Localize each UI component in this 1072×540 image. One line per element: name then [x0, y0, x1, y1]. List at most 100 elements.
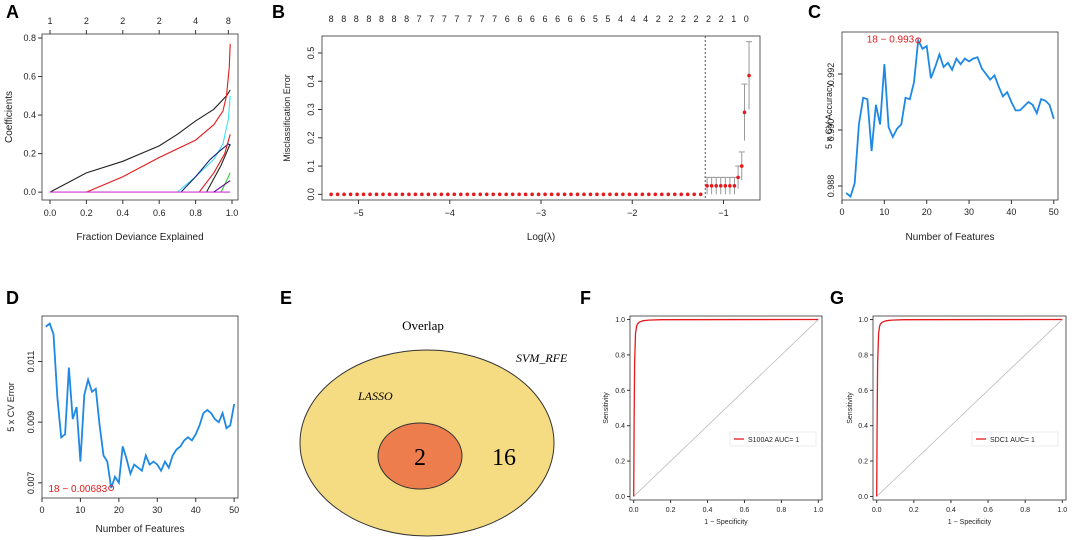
y-tick-label: 0.8 [858, 352, 868, 359]
y-tick-label: 0.3 [306, 103, 316, 116]
top-df-label: 8 [354, 14, 359, 24]
x-tick-label: 1.0 [1057, 507, 1067, 514]
error-point [601, 192, 606, 197]
top-df-label: 1 [731, 14, 736, 24]
best-point-annotation: 18 − 0.993 [867, 34, 915, 45]
top-tick-label: 4 [193, 16, 198, 26]
x-tick-label: −2 [627, 208, 637, 218]
y-tick-label: 0.0 [306, 188, 316, 201]
y-tick-label: 0.009 [26, 411, 36, 434]
venn-inner-count: 2 [414, 445, 426, 471]
top-df-label: 8 [392, 14, 397, 24]
cv-line [45, 322, 236, 489]
y-axis-label: Coefficients [4, 91, 15, 143]
panel-letter-e: E [280, 288, 292, 308]
top-df-label: 8 [329, 14, 334, 24]
top-df-label: 5 [593, 14, 598, 24]
error-point [634, 192, 638, 197]
error-point [335, 192, 340, 197]
error-point [679, 192, 684, 197]
error-point [420, 192, 424, 197]
plot-frame [41, 315, 239, 499]
top-df-label: 7 [454, 14, 459, 24]
top-tick-label: 1 [47, 16, 52, 26]
x-tick-label: 0.6 [983, 507, 993, 514]
error-point [595, 192, 599, 197]
error-point [517, 192, 521, 197]
error-point [329, 192, 333, 197]
coef-line-black [49, 89, 231, 193]
x-tick-label: 20 [922, 207, 932, 217]
error-point [433, 192, 437, 197]
x-tick-label: 0.8 [189, 208, 202, 218]
error-point [621, 192, 625, 197]
top-df-label: 6 [580, 14, 585, 24]
error-point [569, 192, 573, 197]
plot-frame [872, 315, 1067, 501]
legend-label: SDC1 AUC= 1 [990, 437, 1035, 444]
error-point [530, 192, 534, 197]
top-df-label: 7 [429, 14, 434, 24]
error-point [647, 192, 651, 197]
x-tick-label: −1 [718, 208, 728, 218]
error-point [723, 184, 728, 188]
error-point [452, 192, 457, 197]
error-point [426, 192, 431, 197]
x-tick-label: 40 [1006, 207, 1016, 217]
error-point [413, 192, 418, 197]
coef-line-red2 [198, 134, 231, 193]
y-tick-label: 0.2 [306, 132, 316, 145]
coef-line-black2 [206, 143, 231, 193]
y-tick-label: 0.6 [23, 72, 36, 82]
error-point [471, 192, 476, 197]
x-tick-label: 0.0 [44, 208, 57, 218]
x-tick-label: 30 [152, 505, 162, 515]
coef-line-cyan [177, 95, 231, 193]
error-point [523, 192, 528, 197]
error-point [714, 184, 718, 188]
error-point [614, 192, 619, 197]
y-tick-label: 0.990 [826, 119, 836, 142]
y-tick-label: 0.007 [26, 472, 36, 495]
error-point [342, 192, 346, 197]
error-point [491, 192, 496, 197]
plot-frame [841, 31, 1059, 201]
x-tick-label: −4 [445, 208, 455, 218]
top-df-label: 7 [467, 14, 472, 24]
error-point [497, 192, 502, 197]
top-df-label: 8 [379, 14, 384, 24]
error-point [736, 175, 740, 180]
panel-letter-d: D [6, 288, 19, 308]
x-tick-label: 0.8 [777, 507, 787, 514]
x-tick-label: 0 [39, 505, 44, 515]
top-df-label: 2 [668, 14, 673, 24]
top-df-label: 4 [618, 14, 623, 24]
y-tick-label: 1.0 [615, 317, 625, 324]
y-tick-label: 0.0 [23, 187, 36, 197]
top-tick-label: 2 [120, 16, 125, 26]
error-point [504, 192, 508, 197]
error-point [742, 110, 747, 115]
x-tick-label: 0.6 [740, 507, 750, 514]
panel-f-roc-s100a2: 0.0 0.2 0.4 0.6 0.8 1.0 0.0 0.2 0.4 0.6 0.8 1.0 1 − … [603, 315, 823, 526]
top-df-label: 7 [442, 14, 447, 24]
y-tick-label: 0.6 [615, 388, 625, 395]
y-tick-label: 1.0 [858, 317, 868, 324]
error-point [728, 184, 732, 188]
legend-box [971, 431, 1059, 447]
x-tick-label: 40 [191, 505, 201, 515]
error-point [536, 192, 541, 197]
plot-frame [41, 33, 239, 201]
error-point [478, 192, 483, 197]
top-df-label: 8 [341, 14, 346, 24]
error-point [368, 192, 372, 197]
x-tick-label: 50 [229, 505, 239, 515]
top-df-label: 5 [605, 14, 610, 24]
x-tick-label: 10 [879, 207, 889, 217]
y-tick-label: 0.1 [306, 160, 316, 173]
y-tick-label: 0.8 [615, 352, 625, 359]
error-point [739, 164, 744, 168]
error-point [348, 192, 353, 197]
error-point [387, 192, 392, 197]
